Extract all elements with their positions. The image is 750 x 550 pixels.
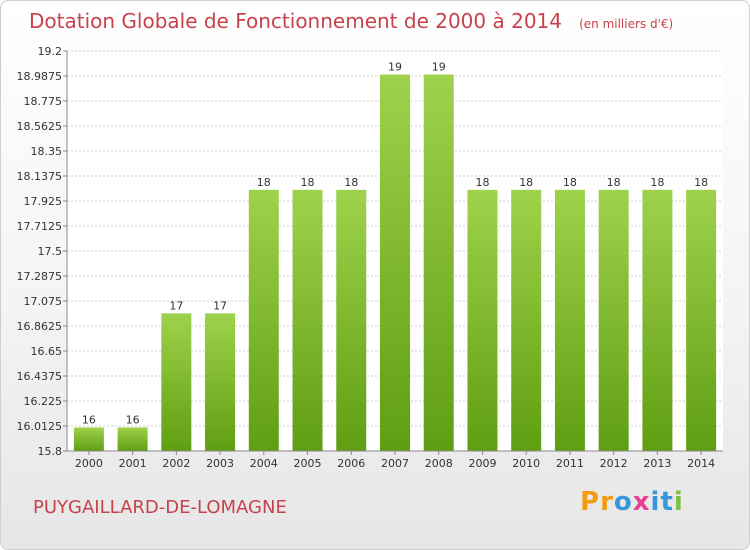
x-tick-label: 2014 [687, 457, 715, 470]
bar-2002 [161, 313, 192, 451]
bar-2007 [380, 74, 410, 451]
y-tick-label: 17.075 [24, 295, 63, 308]
data-label-2009: 18 [475, 176, 489, 189]
y-tick-label: 16.0125 [17, 420, 63, 433]
y-axis-ticks: 15.8 16.0125 16.225 16.4375 16.65 16.8625 17.0… [17, 45, 67, 458]
x-tick-label: 2012 [600, 457, 628, 470]
x-tick-label: 2010 [512, 457, 540, 470]
data-labels: 16 16 17 17 18 18 18 19 19 18 18 18 18 18 18 [82, 61, 708, 427]
data-label-2000: 16 [82, 413, 96, 426]
bar-2010 [511, 189, 542, 451]
logo-letter: i [650, 487, 661, 517]
x-tick-label: 2009 [468, 457, 496, 470]
y-tick-label: 17.7125 [17, 220, 63, 233]
proxiti-logo: Proxiti [580, 487, 684, 517]
x-tick-label: 2003 [206, 457, 234, 470]
x-tick-label: 2011 [556, 457, 584, 470]
bar-2008 [423, 74, 454, 451]
x-tick-label: 2006 [337, 457, 365, 470]
bar-2006 [336, 189, 367, 451]
data-label-2007: 19 [388, 61, 402, 74]
data-label-2013: 18 [650, 176, 664, 189]
bar-2004 [248, 189, 279, 451]
y-tick-label: 16.225 [24, 395, 63, 408]
y-tick-label: 15.8 [38, 445, 63, 458]
x-tick-label: 2001 [119, 457, 147, 470]
x-tick-label: 2000 [75, 457, 103, 470]
data-label-2010: 18 [519, 176, 533, 189]
bar-2012 [598, 189, 629, 451]
data-label-2006: 18 [344, 176, 358, 189]
commune-name: PUYGAILLARD-DE-LOMAGNE [33, 497, 287, 518]
x-tick-label: 2002 [162, 457, 190, 470]
bar-2013 [642, 189, 673, 451]
y-tick-label: 18.35 [31, 145, 63, 158]
y-tick-label: 16.4375 [17, 370, 63, 383]
data-label-2012: 18 [607, 176, 621, 189]
data-label-2011: 18 [563, 176, 577, 189]
logo-letter: r [600, 487, 614, 517]
data-label-2008: 19 [432, 61, 446, 74]
y-tick-label: 19.2 [38, 45, 63, 58]
y-tick-label: 16.8625 [17, 320, 63, 333]
data-label-2002: 17 [169, 299, 183, 312]
x-tick-label: 2004 [250, 457, 278, 470]
y-tick-label: 18.5625 [17, 120, 63, 133]
logo-letter: i [673, 487, 684, 517]
y-tick-label: 18.9875 [17, 70, 63, 83]
chart-title: Dotation Globale de Fonctionnement de 20… [29, 9, 673, 33]
y-tick-label: 17.925 [24, 195, 63, 208]
bar-2014 [686, 189, 717, 451]
data-label-2004: 18 [257, 176, 271, 189]
chart-unit: (en milliers d'€) [579, 17, 674, 31]
bar-2001 [117, 427, 148, 451]
bar-2003 [205, 313, 236, 451]
bar-2009 [467, 189, 498, 451]
logo-letter: x [632, 487, 651, 517]
logo-letter: P [580, 487, 601, 517]
logo-letter: t [660, 487, 674, 517]
bar-2005 [292, 189, 323, 451]
y-tick-label: 17.5 [38, 245, 63, 258]
data-label-2001: 16 [126, 413, 140, 426]
y-tick-label: 17.2875 [17, 270, 63, 283]
x-tick-label: 2008 [425, 457, 453, 470]
bars [73, 74, 717, 451]
chart-title-text: Dotation Globale de Fonctionnement de 20… [29, 9, 562, 33]
x-axis-ticks: 2000 2001 2002 2003 2004 2005 2006 2007 2008 2009… [75, 451, 715, 470]
bar-2011 [554, 189, 585, 451]
data-label-2003: 17 [213, 299, 227, 312]
logo-letter: o [613, 487, 633, 517]
data-label-2014: 18 [694, 176, 708, 189]
x-tick-label: 2005 [294, 457, 322, 470]
x-tick-label: 2007 [381, 457, 409, 470]
x-tick-label: 2013 [643, 457, 671, 470]
y-tick-label: 16.65 [31, 345, 63, 358]
bar-2000 [73, 427, 104, 451]
y-tick-label: 18.1375 [17, 170, 63, 183]
data-label-2005: 18 [301, 176, 315, 189]
y-tick-label: 18.775 [24, 95, 63, 108]
